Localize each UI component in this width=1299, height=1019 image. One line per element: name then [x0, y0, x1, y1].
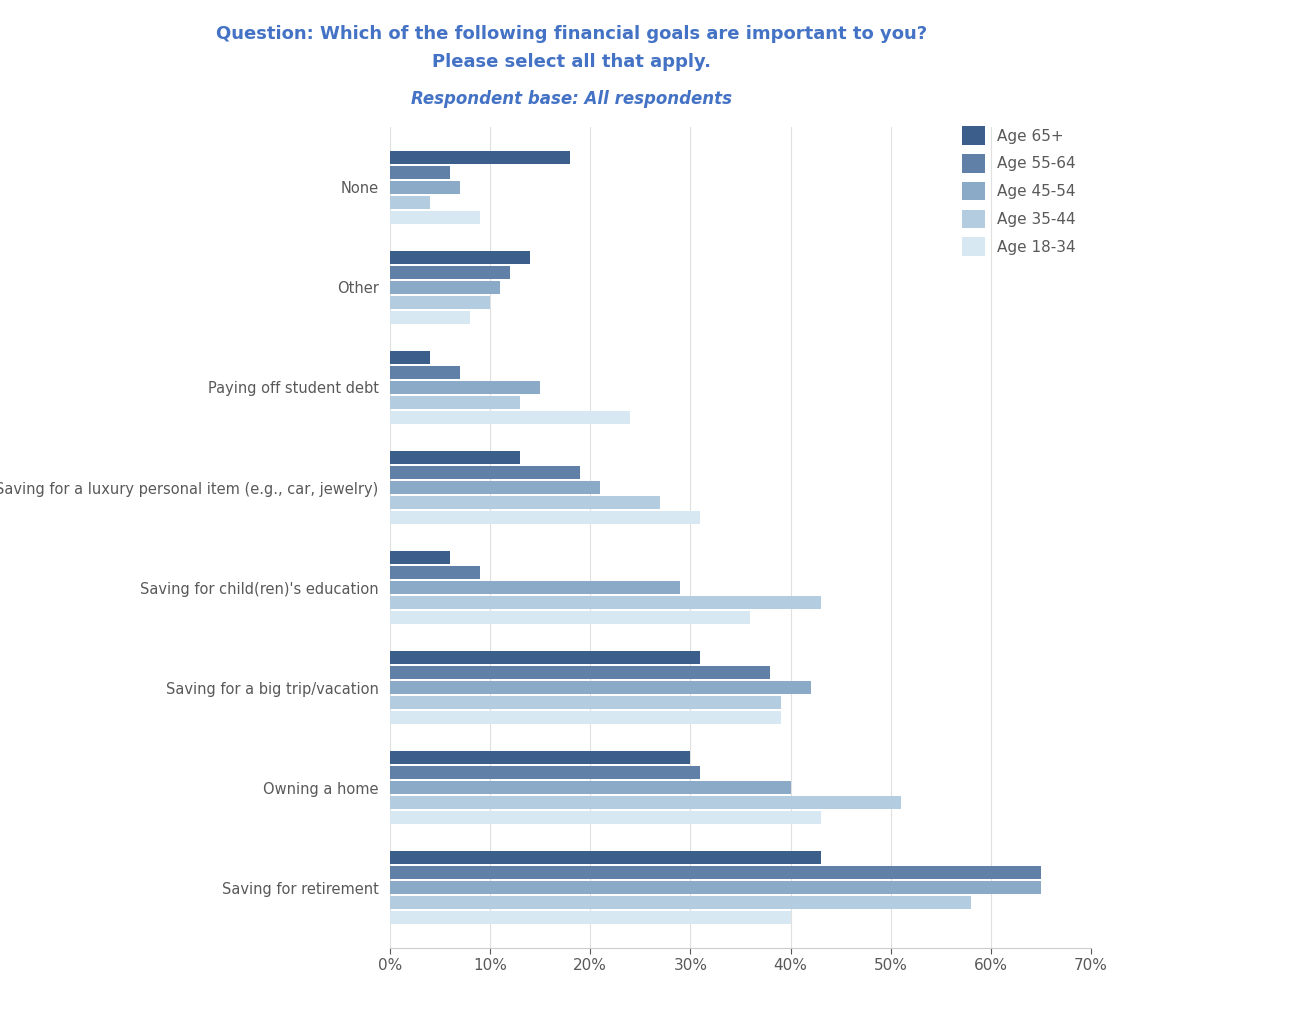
Bar	[390, 811, 821, 824]
Text: Respondent base: All respondents: Respondent base: All respondents	[410, 90, 733, 108]
Bar	[390, 766, 700, 780]
Bar	[390, 166, 449, 179]
Bar	[390, 911, 791, 924]
Bar	[390, 866, 1040, 879]
Bar	[390, 796, 900, 809]
Bar	[390, 581, 681, 594]
Bar	[390, 296, 490, 309]
Bar	[390, 611, 751, 624]
Bar	[390, 566, 479, 579]
Bar	[390, 351, 430, 364]
Bar	[390, 211, 479, 224]
Bar	[390, 896, 970, 909]
Bar	[390, 666, 770, 679]
Bar	[390, 381, 540, 394]
Bar	[390, 396, 520, 409]
Bar	[390, 496, 660, 510]
Bar	[390, 181, 460, 194]
Bar	[390, 281, 500, 293]
Bar	[390, 251, 530, 264]
Bar	[390, 681, 811, 694]
Bar	[390, 481, 600, 494]
Bar	[390, 511, 700, 524]
Bar	[390, 451, 520, 464]
Bar	[390, 366, 460, 379]
Bar	[390, 266, 511, 279]
Legend: Age 65+, Age 55-64, Age 45-54, Age 35-44, Age 18-34: Age 65+, Age 55-64, Age 45-54, Age 35-44…	[955, 118, 1083, 264]
Bar	[390, 711, 781, 725]
Bar	[390, 881, 1040, 894]
Text: Please select all that apply.: Please select all that apply.	[433, 53, 711, 71]
Bar	[390, 696, 781, 709]
Bar	[390, 411, 630, 424]
Bar	[390, 466, 581, 479]
Bar	[390, 196, 430, 209]
Bar	[390, 551, 449, 565]
Bar	[390, 651, 700, 664]
Bar	[390, 311, 470, 324]
Text: Question: Which of the following financial goals are important to you?: Question: Which of the following financi…	[216, 25, 927, 44]
Bar	[390, 751, 690, 764]
Bar	[390, 151, 570, 164]
Bar	[390, 782, 791, 794]
Bar	[390, 851, 821, 864]
Bar	[390, 596, 821, 609]
